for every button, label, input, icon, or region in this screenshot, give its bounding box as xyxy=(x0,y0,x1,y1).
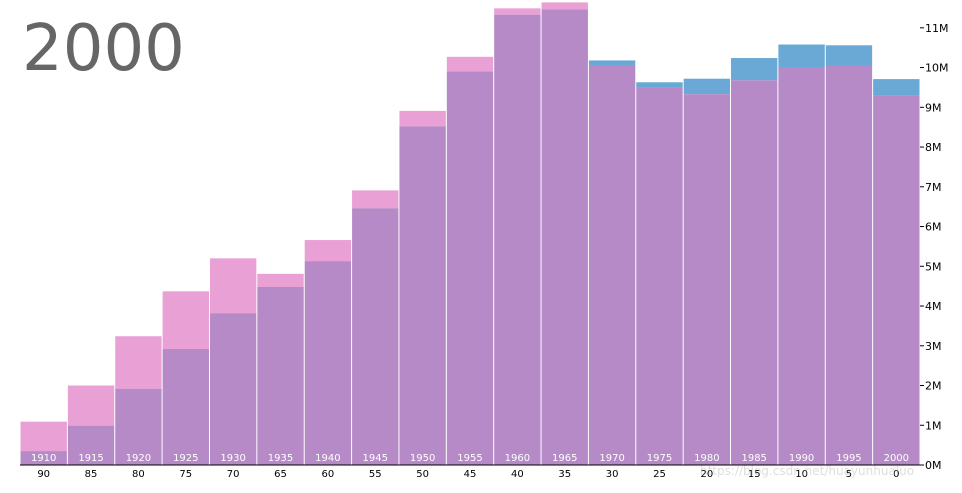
y-tick-label: 0M xyxy=(925,459,942,472)
bar-overlap xyxy=(636,87,683,465)
birth-year-label: 1955 xyxy=(457,453,482,464)
bar-male-excess xyxy=(588,60,636,66)
bar-overlap xyxy=(683,94,731,465)
birth-year-label: 1965 xyxy=(552,453,577,464)
bar-male-excess xyxy=(825,45,873,66)
birth-year-label: 1935 xyxy=(268,453,293,464)
bar-overlap xyxy=(873,95,920,465)
bar-overlap xyxy=(588,65,636,465)
y-tick-label: 7M xyxy=(925,181,942,194)
y-tick-label: 9M xyxy=(925,101,942,114)
bar-overlap xyxy=(209,313,257,465)
bar-overlap xyxy=(257,286,304,465)
age-tick-label: 85 xyxy=(85,469,98,480)
bar-male-excess xyxy=(683,78,731,95)
bar-labels: 1910 90 1915 85 1920 80 1925 75 1930 70 1935 65 1940… xyxy=(31,453,909,480)
age-tick-label: 90 xyxy=(37,469,50,480)
age-tick-label: 70 xyxy=(227,469,240,480)
birth-year-label: 1930 xyxy=(220,453,245,464)
bar-female-excess xyxy=(541,2,588,10)
bar-male-excess xyxy=(873,79,920,96)
bar-overlap xyxy=(304,261,352,465)
bar-overlap xyxy=(115,388,162,465)
age-tick-label: 15 xyxy=(748,469,761,480)
y-tick-label: 2M xyxy=(925,380,942,393)
bar-female-excess xyxy=(352,190,399,209)
bar-female-excess xyxy=(399,110,446,127)
bar-overlap xyxy=(399,126,446,465)
bar-female-excess xyxy=(494,8,541,15)
bar-male-excess xyxy=(731,58,778,81)
bar-overlap xyxy=(494,14,541,465)
age-tick-label: 5 xyxy=(846,469,852,480)
age-tick-label: 60 xyxy=(322,469,335,480)
y-tick-label: 4M xyxy=(925,300,942,313)
age-tick-label: 0 xyxy=(893,469,899,480)
birth-year-label: 1975 xyxy=(647,453,672,464)
y-axis: 0M 1M 2M 3M 4M 5M 6M 7M 8M 9M 10M 11M xyxy=(20,22,949,472)
year-title: 2000 xyxy=(22,12,185,86)
birth-year-label: 1945 xyxy=(363,453,388,464)
age-tick-label: 30 xyxy=(606,469,619,480)
birth-year-label: 1910 xyxy=(31,453,56,464)
birth-year-label: 1915 xyxy=(78,453,103,464)
bar-female-excess xyxy=(257,273,304,287)
birth-year-label: 1995 xyxy=(836,453,861,464)
age-tick-label: 50 xyxy=(416,469,429,480)
bar-female-excess xyxy=(304,240,352,262)
age-tick-label: 10 xyxy=(795,469,808,480)
bar-overlap xyxy=(67,425,115,465)
age-tick-label: 35 xyxy=(558,469,571,480)
bar-overlap xyxy=(20,451,67,465)
bar-female-excess xyxy=(446,56,494,72)
age-tick-label: 40 xyxy=(511,469,524,480)
bar-female-excess xyxy=(115,336,162,389)
bar-overlap xyxy=(162,348,209,465)
bar-overlap xyxy=(731,80,778,466)
birth-year-label: 1960 xyxy=(505,453,530,464)
y-tick-label: 8M xyxy=(925,141,942,154)
birth-year-label: 1950 xyxy=(410,453,435,464)
birth-year-label: 1985 xyxy=(741,453,766,464)
age-tick-label: 65 xyxy=(274,469,287,480)
bar-female-excess xyxy=(67,385,115,426)
y-tick-label: 1M xyxy=(925,419,942,432)
birth-year-label: 1925 xyxy=(173,453,198,464)
bars xyxy=(20,2,920,466)
y-tick-label: 10M xyxy=(925,62,949,75)
age-tick-label: 75 xyxy=(179,469,192,480)
y-tick-label: 11M xyxy=(925,22,949,35)
bar-female-excess xyxy=(162,291,209,349)
age-tick-label: 45 xyxy=(464,469,477,480)
birth-year-label: 1990 xyxy=(789,453,814,464)
age-tick-label: 55 xyxy=(369,469,382,480)
age-tick-label: 20 xyxy=(700,469,713,480)
bar-overlap xyxy=(541,9,588,466)
y-tick-label: 5M xyxy=(925,260,942,273)
bar-overlap xyxy=(825,65,873,465)
bar-male-excess xyxy=(778,44,825,68)
age-tick-label: 25 xyxy=(653,469,666,480)
bar-overlap xyxy=(778,67,825,465)
birth-year-label: 1970 xyxy=(599,453,624,464)
birth-year-label: 1980 xyxy=(694,453,719,464)
bar-female-excess xyxy=(209,258,257,314)
bar-female-excess xyxy=(20,421,67,452)
watermark: https://blog.csdn.net/huayunhualuo xyxy=(700,464,915,478)
bar-overlap xyxy=(352,208,399,465)
y-tick-label: 3M xyxy=(925,340,942,353)
y-tick-label: 6M xyxy=(925,221,942,234)
bar-overlap xyxy=(446,71,494,466)
bar-male-excess xyxy=(636,82,683,88)
birth-year-label: 1920 xyxy=(126,453,151,464)
birth-year-label: 2000 xyxy=(884,453,909,464)
birth-year-label: 1940 xyxy=(315,453,340,464)
age-tick-label: 80 xyxy=(132,469,145,480)
